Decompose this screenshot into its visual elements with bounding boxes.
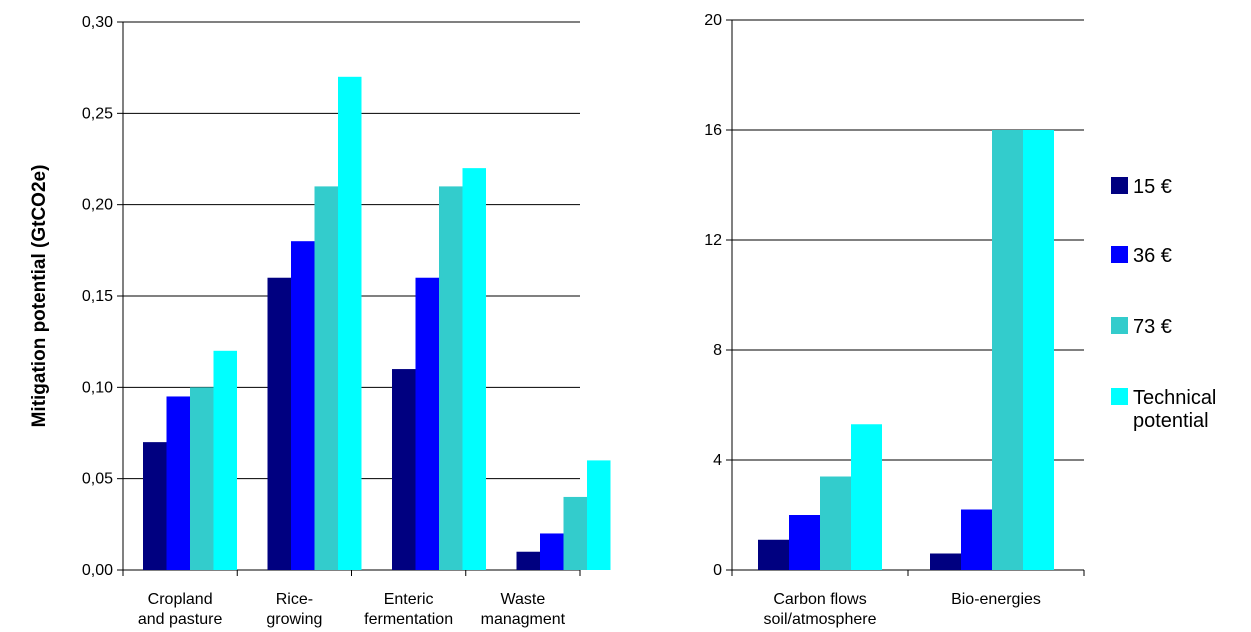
y-tick-label-p0-5: 0,25 <box>82 105 113 122</box>
legend-swatch-3 <box>1111 388 1128 405</box>
bar-p1-c1-s3 <box>1023 130 1054 570</box>
bar-p0-c3-s0 <box>516 551 540 570</box>
x-category-label-p1-1-0: Bio-energies <box>951 591 1041 608</box>
bar-p0-c3-s1 <box>540 533 564 570</box>
y-axis-title-p0: Mitigation potential (GtCO2e) <box>29 165 50 428</box>
y-tick-label-p0-6: 0,30 <box>82 14 113 31</box>
y-tick-label-p0-0: 0,00 <box>82 562 113 579</box>
x-category-label-p0-1-0: Rice- <box>276 591 313 608</box>
bar-p0-c0-s2 <box>190 387 214 570</box>
bar-p0-c0-s0 <box>143 442 167 570</box>
bar-p1-c1-s2 <box>992 130 1023 570</box>
bar-p0-c2-s1 <box>415 277 439 570</box>
x-category-label-p0-1-1: growing <box>266 611 322 628</box>
bar-p0-c0-s1 <box>166 396 190 570</box>
x-category-label-p0-2-0: Enteric <box>384 591 434 608</box>
bar-p1-c1-s1 <box>961 509 992 570</box>
bar-p0-c2-s0 <box>392 369 416 570</box>
bar-p1-c0-s2 <box>820 476 851 570</box>
bar-p0-c3-s2 <box>563 496 587 570</box>
y-tick-label-p1-1: 4 <box>713 452 722 469</box>
legend-label-2-0: 73 € <box>1133 316 1172 338</box>
x-category-label-p1-0-1: soil/atmosphere <box>764 611 877 628</box>
bar-p0-c2-s3 <box>462 168 486 570</box>
y-tick-label-p1-3: 12 <box>704 232 722 249</box>
legend-label-1-0: 36 € <box>1133 245 1172 267</box>
legend-label-0-0: 15 € <box>1133 176 1172 198</box>
bar-p0-c1-s0 <box>267 277 291 570</box>
x-category-label-p1-0-0: Carbon flows <box>773 591 866 608</box>
bar-p1-c0-s0 <box>758 539 789 570</box>
x-category-label-p0-0-1: and pasture <box>138 611 223 628</box>
y-tick-label-p0-2: 0,10 <box>82 379 113 396</box>
legend-swatch-0 <box>1111 177 1128 194</box>
x-category-label-p0-2-1: fermentation <box>364 611 453 628</box>
legend-swatch-1 <box>1111 246 1128 263</box>
x-category-label-p0-3-0: Waste <box>501 591 546 608</box>
bar-p0-c1-s1 <box>291 241 315 570</box>
bar-p0-c0-s3 <box>213 350 237 570</box>
legend-swatch-2 <box>1111 317 1128 334</box>
y-tick-label-p1-0: 0 <box>713 562 722 579</box>
bar-p1-c0-s1 <box>789 515 820 570</box>
y-tick-label-p0-1: 0,05 <box>82 471 113 488</box>
y-tick-label-p1-2: 8 <box>713 342 722 359</box>
bar-p0-c1-s2 <box>314 186 338 570</box>
x-category-label-p0-0-0: Cropland <box>148 591 213 608</box>
y-tick-label-p0-3: 0,15 <box>82 288 113 305</box>
y-tick-label-p1-5: 20 <box>704 12 722 29</box>
bar-p0-c1-s3 <box>338 76 362 571</box>
bar-p1-c0-s3 <box>851 424 882 570</box>
bar-p1-c1-s0 <box>930 553 961 570</box>
bar-p0-c3-s3 <box>587 460 611 570</box>
legend-label-3-0: Technical <box>1133 387 1216 409</box>
y-tick-label-p1-4: 16 <box>704 122 722 139</box>
x-category-label-p0-3-1: managment <box>481 611 566 628</box>
y-tick-label-p0-4: 0,20 <box>82 197 113 214</box>
bar-p0-c2-s2 <box>439 186 463 570</box>
legend-label-3-1: potential <box>1133 410 1209 432</box>
